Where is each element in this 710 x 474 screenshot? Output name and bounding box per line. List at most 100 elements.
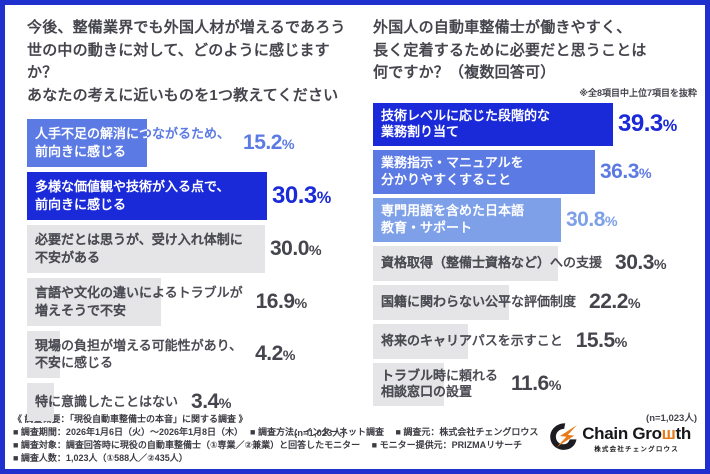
bar-label: 技術レベルに応じた段階的な 業務割り当て [381,107,551,140]
charts-area: 今後、整備業界でも外国人材が増えるであろう 世の中の動きに対して、どのように感じ… [5,5,705,439]
bar-label: 国籍に関わらない公平な評価制度 [381,293,577,309]
percent-sign: % [282,348,296,365]
bar-percent: 15.5% [576,329,628,353]
bar-percent-value: 39.3 [618,110,663,138]
bar-label-inside: 多様な価値観や技術が入る点で、 前向きに感じる [35,178,230,212]
bar-label-overlay: 言語や文化の違いによるトラブルが 増えそうで不安 [27,278,161,326]
bar-label-overlay: 特に意識したことはない [27,383,54,421]
percent-sign: % [638,166,652,183]
bar-label-overlay: 業務指示・マニュアルを 分かりやすくすること [373,150,595,194]
percent-sign: % [316,188,332,207]
bar-track: 資格取得（整備士資格など）への支援 資格取得（整備士資格など）への支援 [373,245,610,281]
bar-label: トラブル時に頼れる 相談窓口の設置 [381,367,499,400]
bar-row: 技術レベルに応じた段階的な 業務割り当て 技術レベルに応じた段階的な 業務割り当… [373,102,699,147]
percent-sign: % [218,396,232,413]
survey-overview-text: 《 調査概要：「現役自動車整備士の本音」に関する調査 》 ■ 調査期間：2026… [13,413,548,465]
survey-period-method-source: ■ 調査期間：2026年1月6日（火）～2026年1月8日（木） ■ 調査方法：… [13,426,539,437]
bar-track: 専門用語を含めた日本語 教育・サポート 専門用語を含めた日本語 教育・サポート [373,198,561,242]
bar-row: 国籍に関わらない公平な評価制度 国籍に関わらない公平な評価制度 22.2% [373,284,699,320]
bar-track: 多様な価値観や技術が入る点で、 前向きに感じる 多様な価値観や技術が入る点で、 … [27,171,267,220]
left-chart-bars: 人手不足の解消につながるため、 前向きに感じる 人手不足の解消につながるため、 … [27,119,347,422]
bar-label-overlay: 専門用語を含めた日本語 教育・サポート [373,198,561,242]
right-sample-size: (n=1,023人) [646,413,697,425]
bar-label: 資格取得（整備士資格など）への支援 [381,254,603,270]
chain-growth-logo-icon [548,421,578,456]
bar-label: 現場の負担が増える可能性があり、 不安に感じる [35,337,243,371]
survey-overview-heading: 《 調査概要：「現役自動車整備士の本音」に関する調査 》 [13,413,248,424]
bar [27,119,147,167]
bar-label: 特に意識したことはない [35,394,179,410]
bar-percent: 30.3% [272,182,331,210]
bar-row: 必要だとは思うが、受け入れ体制に 不安がある 必要だとは思うが、受け入れ体制に … [27,224,347,273]
bar-row: トラブル時に頼れる 相談窓口の設置 トラブル時に頼れる 相談窓口の設置 11.6… [373,362,699,407]
left-chart-title: 今後、整備業界でも外国人材が増えるであろう 世の中の動きに対して、どのように感じ… [27,19,346,104]
bar-label-overlay: 多様な価値観や技術が入る点で、 前向きに感じる [27,172,267,220]
percent-sign: % [281,136,295,153]
percent-sign: % [662,117,678,136]
bar-label: 将来のキャリアパスを示すこと [381,332,563,348]
bar-label-overlay: 必要だとは思うが、受け入れ体制に 不安がある [27,225,265,273]
bar-label-inside: 国籍に関わらない公平な評価制度 [381,293,509,309]
bar [373,102,613,147]
bar-row: 現場の負担が増える可能性があり、 不安に感じる 現場の負担が増える可能性があり、… [27,330,347,379]
bar-percent-value: 30.3 [615,251,654,275]
bar-row: 人手不足の解消につながるため、 前向きに感じる 人手不足の解消につながるため、 … [27,119,347,167]
bar-percent: 36.3% [600,160,652,184]
bar-track: 人手不足の解消につながるため、 前向きに感じる 人手不足の解消につながるため、 … [27,119,238,167]
percent-sign: % [294,295,308,312]
survey-target-monitor: ■ 調査対象：調査回答時に現役の自動車整備士（①専業／②兼業）と回答したモニター… [13,439,523,450]
bar-label-inside: 技術レベルに応じた段階的な 業務割り当て [381,107,551,140]
bar-percent: 22.2% [589,290,641,314]
bar-percent-value: 22.2 [589,290,628,314]
survey-overview-footer: 《 調査概要：「現役自動車整備士の本音」に関する調査 》 ■ 調査期間：2026… [5,408,705,469]
bar-label: 言語や文化の違いによるトラブルが 増えそうで不安 [35,284,243,318]
bar [373,150,595,195]
bar-track: 必要だとは思うが、受け入れ体制に 不安がある 必要だとは思うが、受け入れ体制に … [27,224,265,273]
bar-row: 専門用語を含めた日本語 教育・サポート 専門用語を含めた日本語 教育・サポート … [373,198,699,242]
bar-label-inside: 将来のキャリアパスを示すこと [381,332,468,348]
bar-percent: 4.2% [255,342,295,366]
bar-label-inside: 必要だとは思うが、受け入れ体制に 不安がある [35,231,243,265]
percent-sign: % [653,257,667,274]
bar [27,277,161,326]
bar-track: 将来のキャリアパスを示すこと 将来のキャリアパスを示すこと [373,323,571,359]
bar-label-inside: 人手不足の解消につながるため、 前向きに感じる [35,126,147,159]
bar-percent-value: 36.3 [600,160,639,184]
percent-sign: % [614,335,628,352]
bar-label-overlay: 将来のキャリアパスを示すこと [373,324,468,359]
bar [373,323,468,359]
bar-label-overlay: 技術レベルに応じた段階的な 業務割り当て [373,103,613,147]
bar-label-overlay: 人手不足の解消につながるため、 前向きに感じる [27,119,147,167]
bar-label-inside: 業務指示・マニュアルを 分かりやすくすること [381,155,524,188]
chain-growth-wordmark: Chain Groшth [582,423,691,443]
bar [373,362,444,407]
bar-percent: 11.6% [511,372,561,396]
bar [27,224,265,273]
bar-percent: 15.2% [243,130,295,155]
bar-label-inside: 現場の負担が増える可能性があり、 不安に感じる [35,337,60,371]
survey-count: ■ 調査人数：1,023人（①588人／②435人） [13,452,188,463]
bar-label-inside: 資格取得（整備士資格など）への支援 [381,254,558,270]
bar-percent: 30.3% [615,251,667,275]
left-sample-size: (n=1,023人) [294,428,345,440]
bar [27,171,267,220]
chain-growth-logo: Chain Groшth 株式会社チェングロウス [548,421,695,456]
infographic-canvas: 今後、整備業界でも外国人材が増えるであろう 世の中の動きに対して、どのように感じ… [5,5,705,469]
bar-row: 言語や文化の違いによるトラブルが 増えそうで不安 言語や文化の違いによるトラブル… [27,277,347,326]
bar-percent-value: 15.2 [243,130,282,154]
bar-label-inside: 専門用語を含めた日本語 教育・サポート [381,203,525,235]
bar [27,330,60,379]
percent-sign: % [308,242,322,259]
bar [27,383,54,422]
bar-track: 国籍に関わらない公平な評価制度 国籍に関わらない公平な評価制度 [373,284,584,320]
bar-label: 必要だとは思うが、受け入れ体制に 不安がある [35,231,243,265]
bar-label-overlay: トラブル時に頼れる 相談窓口の設置 [373,363,444,407]
bar-label-inside: トラブル時に頼れる 相談窓口の設置 [381,367,444,400]
bar-percent-value: 3.4 [191,390,219,414]
bar-label-inside: 言語や文化の違いによるトラブルが 増えそうで不安 [35,284,161,318]
chain-growth-logo-text: Chain Groшth 株式会社チェングロウス [582,425,691,453]
bar-track: 言語や文化の違いによるトラブルが 増えそうで不安 言語や文化の違いによるトラブル… [27,277,251,326]
bar-percent: 3.4% [191,390,231,414]
bar-percent-value: 4.2 [255,342,283,366]
